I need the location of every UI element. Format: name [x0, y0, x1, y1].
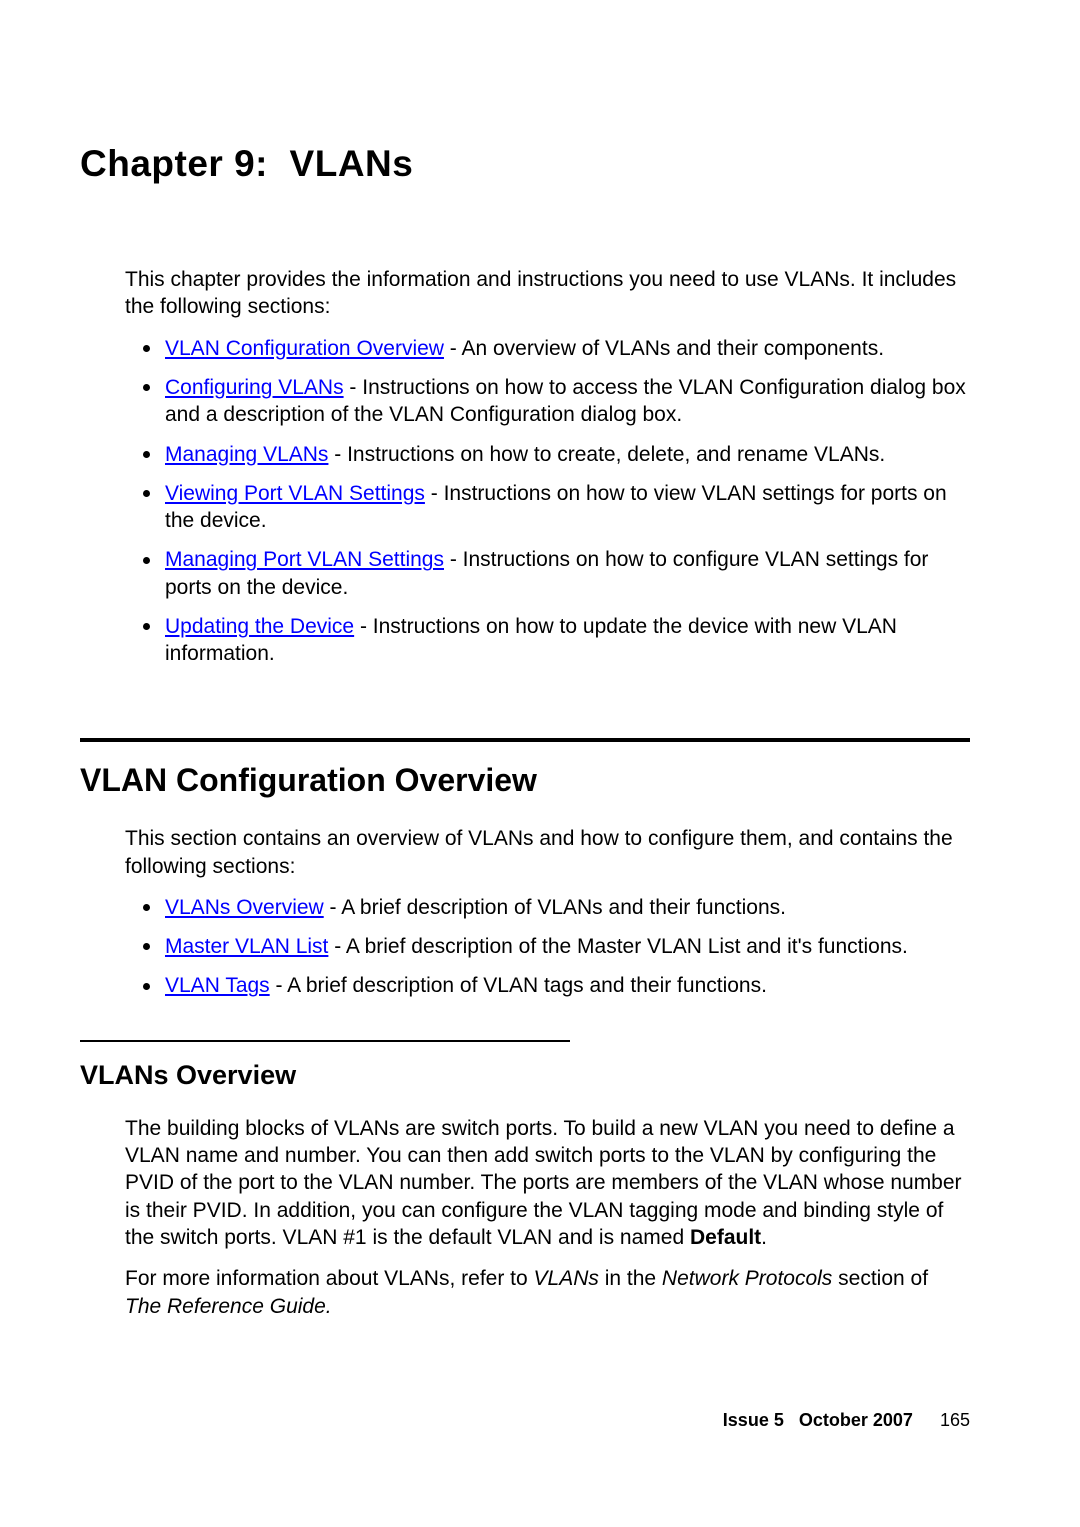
list-item: Managing VLANs - Instructions on how to …: [125, 441, 970, 468]
list-item: VLAN Tags - A brief description of VLAN …: [125, 972, 970, 999]
link-configuring-vlans[interactable]: Configuring VLANs: [165, 376, 344, 399]
footer-date-text: October 2007: [799, 1410, 913, 1430]
link-master-vlan-list[interactable]: Master VLAN List: [165, 935, 328, 958]
subsection-para-1: The building blocks of VLANs are switch …: [125, 1115, 970, 1251]
link-vlans-overview[interactable]: VLANs Overview: [165, 896, 324, 919]
chapter-intro-block: This chapter provides the information an…: [125, 266, 970, 668]
list-item: Configuring VLANs - Instructions on how …: [125, 374, 970, 429]
link-managing-port-vlan-settings[interactable]: Managing Port VLAN Settings: [165, 548, 444, 571]
chapter-link-list: VLAN Configuration Overview - An overvie…: [125, 335, 970, 668]
ref-vlans: VLANs: [534, 1267, 599, 1290]
link-vlan-tags[interactable]: VLAN Tags: [165, 974, 270, 997]
list-item: Updating the Device - Instructions on ho…: [125, 613, 970, 668]
list-item: Viewing Port VLAN Settings - Instruction…: [125, 480, 970, 535]
default-vlan-name: Default: [690, 1226, 761, 1249]
list-item-text: - A brief description of VLANs and their…: [324, 896, 786, 919]
para-text: For more information about VLANs, refer …: [125, 1267, 534, 1290]
footer-date: October 2007: [789, 1410, 913, 1430]
list-item-text: - Instructions on how to create, delete,…: [328, 443, 885, 466]
ref-network-protocols: Network Protocols: [662, 1267, 832, 1290]
chapter-name: VLANs: [290, 143, 414, 184]
link-managing-vlans[interactable]: Managing VLANs: [165, 443, 328, 466]
subsection-body: The building blocks of VLANs are switch …: [125, 1115, 970, 1320]
page-container: Chapter 9: VLANs This chapter provides t…: [0, 0, 1080, 1527]
link-vlan-config-overview[interactable]: VLAN Configuration Overview: [165, 337, 444, 360]
para-text: .: [761, 1226, 767, 1249]
para-text: in the: [599, 1267, 662, 1290]
footer-page-number: 165: [940, 1410, 970, 1430]
section-divider-light: [80, 1040, 570, 1042]
list-item-text: - An overview of VLANs and their compone…: [444, 337, 884, 360]
chapter-intro-text: This chapter provides the information an…: [125, 266, 970, 321]
page-footer: Issue 5 October 2007 165: [723, 1409, 970, 1432]
para-text: section of: [832, 1267, 928, 1290]
list-item: VLANs Overview - A brief description of …: [125, 894, 970, 921]
list-item: VLAN Configuration Overview - An overvie…: [125, 335, 970, 362]
subsection-heading-vlans-overview: VLANs Overview: [80, 1058, 970, 1093]
ref-reference-guide: The Reference Guide.: [125, 1295, 332, 1318]
section-heading-vlan-config-overview: VLAN Configuration Overview: [80, 760, 970, 802]
section1-link-list: VLANs Overview - A brief description of …: [125, 894, 970, 1000]
footer-issue: Issue 5: [723, 1410, 784, 1430]
list-item: Managing Port VLAN Settings - Instructio…: [125, 546, 970, 601]
list-item-text: - A brief description of VLAN tags and t…: [270, 974, 767, 997]
section1-intro: This section contains an overview of VLA…: [125, 825, 970, 880]
section-divider-heavy: [80, 738, 970, 742]
chapter-label: Chapter 9:: [80, 143, 268, 184]
chapter-title: Chapter 9: VLANs: [80, 140, 970, 188]
subsection-para-2: For more information about VLANs, refer …: [125, 1265, 970, 1320]
section1-body: This section contains an overview of VLA…: [125, 825, 970, 999]
list-item: Master VLAN List - A brief description o…: [125, 933, 970, 960]
list-item-text: - A brief description of the Master VLAN…: [328, 935, 907, 958]
para-text: The building blocks of VLANs are switch …: [125, 1117, 962, 1249]
link-updating-the-device[interactable]: Updating the Device: [165, 615, 354, 638]
link-viewing-port-vlan-settings[interactable]: Viewing Port VLAN Settings: [165, 482, 425, 505]
